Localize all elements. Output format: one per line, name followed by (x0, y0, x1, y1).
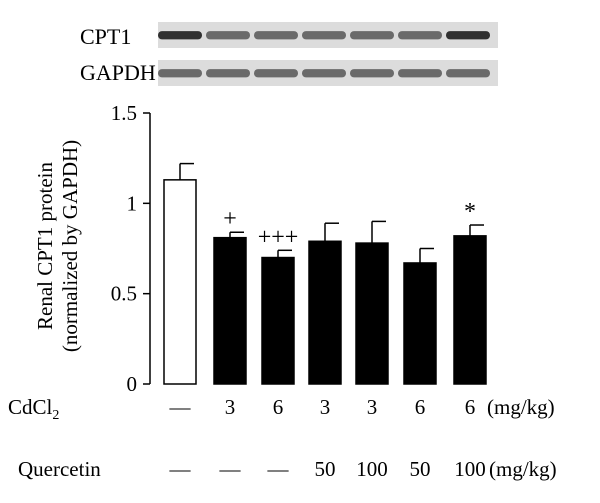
blot-band (350, 69, 394, 78)
blot-band (302, 69, 346, 78)
quercetin-dose: 50 (315, 457, 336, 481)
blot-band (254, 31, 298, 40)
cdcl2-label-subscript: 2 (52, 408, 59, 423)
y-axis-label-line2: (normalized by GAPDH) (58, 140, 82, 352)
cdcl2-dose: 3 (225, 395, 236, 419)
cdcl2-dose: 6 (465, 395, 476, 419)
quercetin-row-label: Quercetin (18, 457, 101, 481)
quercetin-unit: (mg/kg) (489, 457, 557, 481)
bar (308, 240, 342, 385)
gapdh-blot-strip (158, 60, 498, 86)
treatment-table: CdCl2 — 3 6 3 3 6 6 (mg/kg) Quercetin — — — 50 100… (8, 395, 557, 481)
blot-band (398, 69, 442, 78)
bar (453, 235, 487, 385)
quercetin-values: — — — 50 100 50 100 (169, 457, 486, 481)
blot-band (350, 31, 394, 40)
quercetin-dose: 100 (454, 457, 486, 481)
y-tick-label: 0 (127, 372, 138, 396)
y-tick-label: 1 (127, 191, 138, 215)
significance-marker: +++ (258, 224, 299, 250)
cdcl2-unit: (mg/kg) (487, 395, 555, 419)
blot-band (302, 31, 346, 40)
blot-band (398, 31, 442, 40)
cdcl2-dose: 6 (415, 395, 426, 419)
cpt1-blot-strip (158, 22, 498, 48)
bar (355, 242, 389, 385)
blot-band (158, 31, 202, 40)
cpt1-blot-label: CPT1 (80, 24, 131, 49)
blot-band (254, 69, 298, 78)
cdcl2-values: — 3 6 3 3 6 6 (169, 395, 476, 419)
y-tick-label: 0.5 (111, 282, 137, 306)
cdcl2-dose: 6 (273, 395, 284, 419)
bar (261, 256, 295, 385)
cdcl2-label-text: CdCl (8, 395, 53, 419)
blot-band (206, 69, 250, 78)
y-axis: 0 0.5 1 1.5 Renal CPT1 protein (normalized … (33, 101, 151, 396)
bar (213, 236, 247, 385)
bars: ++++* (163, 162, 487, 385)
y-axis-label-line1: Renal CPT1 protein (33, 162, 57, 330)
y-tick-label: 1.5 (111, 101, 137, 125)
quercetin-dose: 50 (410, 457, 431, 481)
blot-band (446, 69, 490, 78)
cdcl2-row-label: CdCl2 (8, 395, 59, 423)
cdcl2-dose: 3 (367, 395, 378, 419)
bar (403, 262, 437, 385)
blot-band (206, 31, 250, 40)
quercetin-dose: — (169, 457, 192, 481)
y-ticks: 0 0.5 1 1.5 (111, 101, 150, 396)
blot-band (158, 69, 202, 78)
bar (163, 179, 197, 385)
quercetin-dose: — (267, 457, 290, 481)
blot-band (446, 31, 490, 40)
cdcl2-dose: 3 (320, 395, 331, 419)
gapdh-blot-label: GAPDH (80, 60, 156, 85)
significance-marker: + (223, 206, 237, 232)
quercetin-dose: 100 (356, 457, 388, 481)
cdcl2-dose: — (169, 395, 192, 419)
western-blot-panel: CPT1 GAPDH (80, 22, 498, 86)
significance-marker: * (464, 199, 476, 225)
quercetin-dose: — (219, 457, 242, 481)
